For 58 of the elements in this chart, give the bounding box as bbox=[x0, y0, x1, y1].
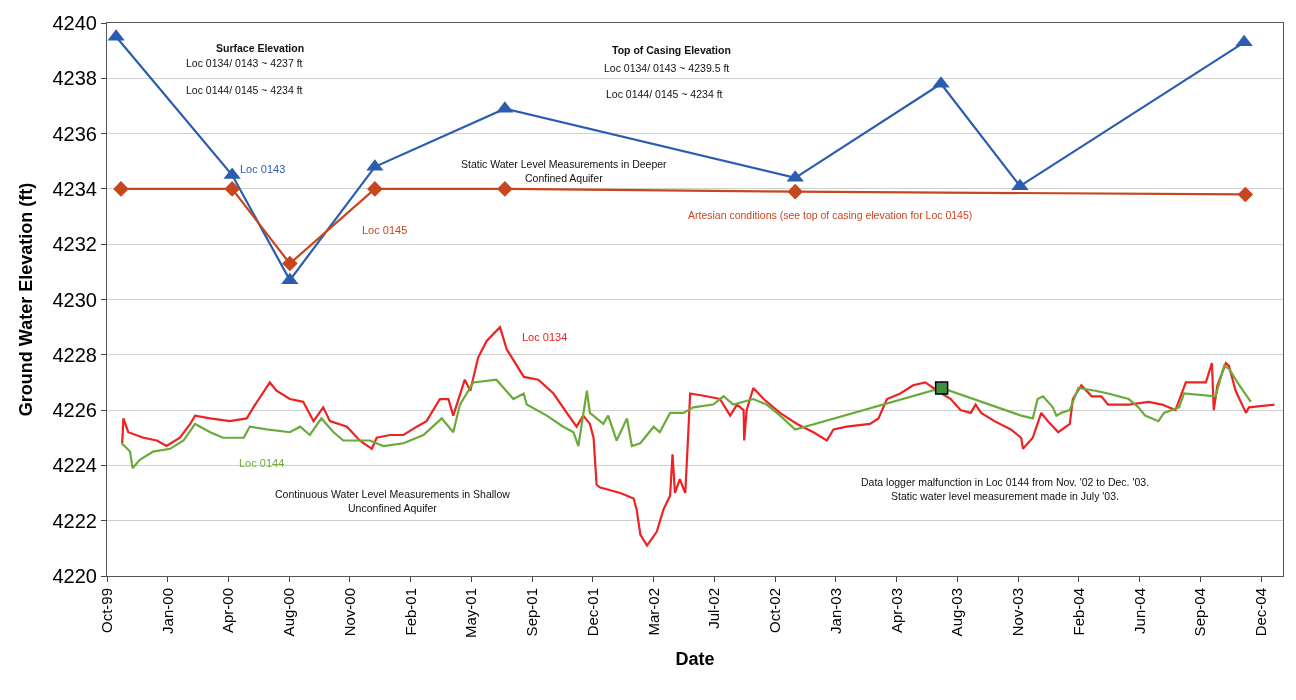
x-axis-title: Date bbox=[675, 649, 715, 670]
y-tick-label: 4230 bbox=[52, 288, 97, 311]
x-tick-label: May-01 bbox=[462, 588, 480, 639]
point bbox=[1235, 34, 1253, 47]
annotation: Loc 0143 bbox=[240, 163, 286, 175]
x-tick-label: Feb-04 bbox=[1069, 588, 1087, 636]
annotation: Top of Casing Elevation bbox=[612, 44, 731, 56]
point bbox=[1237, 186, 1254, 203]
x-tick-label: Apr-00 bbox=[219, 588, 237, 634]
point bbox=[497, 181, 513, 197]
annotation: Loc 0144/ 0145 ~ 4234 ft bbox=[186, 84, 303, 96]
x-tick-label: Nov-00 bbox=[340, 588, 358, 637]
x-tick-label: Aug-00 bbox=[280, 588, 298, 637]
x-tick-label: Jan-03 bbox=[826, 588, 844, 634]
x-tick-label: Sep-04 bbox=[1191, 588, 1209, 637]
annotation: Artesian conditions (see top of casing elevation for Loc 0145) bbox=[688, 209, 973, 221]
x-tick-label: Dec-01 bbox=[583, 588, 601, 637]
x-tick-label: Dec-04 bbox=[1252, 588, 1270, 637]
annotation: Loc 0144 bbox=[239, 457, 285, 469]
x-tick-label: Apr-03 bbox=[887, 588, 905, 634]
point bbox=[367, 181, 383, 197]
y-tick-label: 4220 bbox=[52, 565, 97, 587]
annotation: Loc 0144/ 0145 ~ 4234 ft bbox=[606, 88, 723, 100]
point bbox=[787, 183, 804, 200]
x-tick-label: Oct-02 bbox=[766, 588, 784, 634]
x-tick-label: Mar-02 bbox=[644, 588, 662, 636]
x-tick-label: Jul-02 bbox=[705, 588, 723, 629]
x-tick-label: Sep-01 bbox=[523, 588, 541, 637]
x-tick-label: Aug-03 bbox=[948, 588, 966, 637]
y-tick-label: 4224 bbox=[52, 454, 97, 477]
y-tick-label: 4226 bbox=[52, 399, 97, 422]
annotation: Loc 0134 bbox=[522, 331, 568, 343]
x-tick-label: Feb-01 bbox=[401, 588, 419, 636]
y-tick-label: 4238 bbox=[52, 67, 97, 90]
y-tick-label: 4222 bbox=[52, 509, 97, 532]
annotation: Surface Elevation bbox=[216, 42, 305, 54]
x-tick-label: Jan-00 bbox=[158, 588, 176, 634]
annotation: Loc 0145 bbox=[362, 224, 408, 236]
y-tick-label: 4236 bbox=[52, 122, 97, 145]
line-series bbox=[120, 364, 1252, 470]
line-series bbox=[121, 326, 1276, 547]
annotation: Loc 0134/ 0143 ~ 4239.5 ft bbox=[604, 62, 730, 74]
annotation: Data logger malfunction in Loc 0144 from Nov. '02 to Dec. '03. Static water level measurement made in July '03. bbox=[861, 476, 1150, 502]
annotation: Loc 0134/ 0143 ~ 4237 ft bbox=[186, 57, 303, 69]
y-tick-label: 4228 bbox=[52, 343, 97, 366]
annotation: Static Water Level Measurements in Deeper Confined Aquifer bbox=[461, 158, 668, 184]
x-tick-label: Nov-03 bbox=[1009, 588, 1027, 637]
x-tick-label: Oct-99 bbox=[97, 588, 115, 634]
point bbox=[113, 181, 129, 197]
y-axis-title: Ground Water Elevation (ft) bbox=[15, 182, 36, 417]
x-tick-label: Jun-04 bbox=[1130, 588, 1148, 634]
point bbox=[282, 255, 298, 272]
y-tick-label: 4232 bbox=[52, 233, 97, 256]
annotation: Continuous Water Level Measurements in Shallow Unconfined Aquifer bbox=[275, 488, 511, 514]
point bbox=[934, 381, 949, 395]
y-tick-label: 4234 bbox=[52, 177, 97, 200]
point bbox=[224, 181, 240, 197]
y-tick-label: 4240 bbox=[52, 12, 97, 34]
